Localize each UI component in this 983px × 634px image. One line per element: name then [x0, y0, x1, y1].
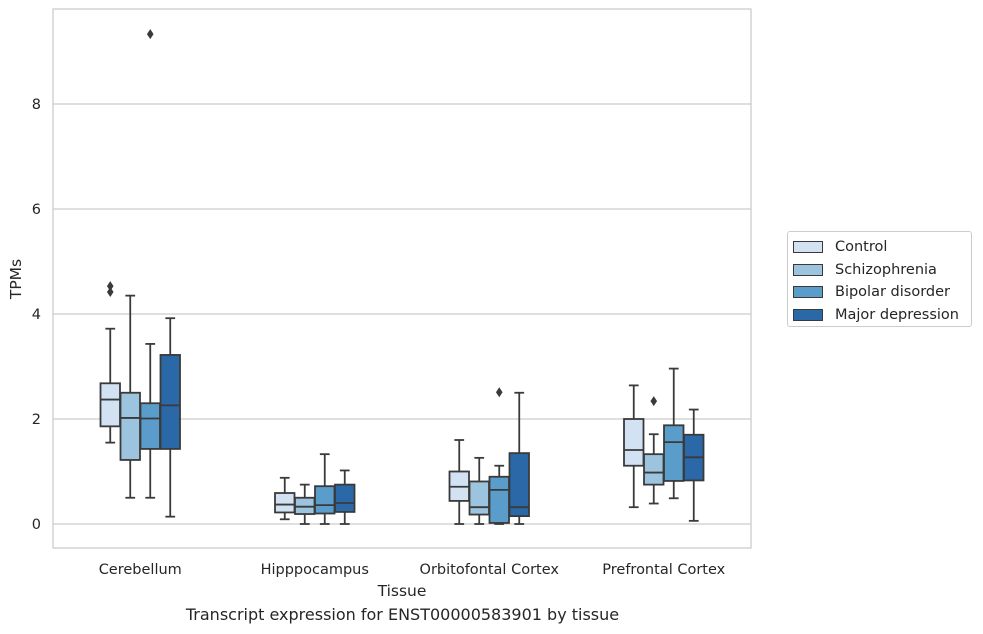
outlier-point [650, 396, 658, 407]
chart-caption: Transcript expression for ENST0000058390… [185, 605, 620, 624]
box [623, 418, 645, 467]
box [119, 391, 141, 461]
x-tick-label: Cerebellum [99, 562, 182, 578]
box [139, 402, 161, 450]
outlier-point [106, 281, 114, 292]
legend-swatch [793, 286, 823, 299]
x-axis-label: Tissue [377, 582, 427, 600]
legend-swatch [793, 263, 823, 276]
box [314, 485, 336, 515]
legend-item: Control [792, 236, 971, 259]
y-tick-label: 4 [32, 307, 41, 323]
outlier-point [106, 286, 114, 297]
box [99, 382, 121, 428]
box-marks [99, 29, 705, 525]
y-axis-ticks: 0 2 4 6 8 [32, 97, 41, 533]
legend-label: Schizophrenia [835, 261, 937, 278]
legend-label: Control [835, 239, 888, 256]
y-tick-label: 0 [32, 517, 41, 533]
y-tick-label: 8 [32, 97, 41, 113]
y-tick-label: 6 [32, 202, 41, 218]
legend-item: Schizophrenia [792, 259, 971, 282]
y-axis-label: TPMs [7, 259, 25, 300]
x-tick-label: Prefrontal Cortex [602, 562, 725, 578]
x-tick-label: Hipppocampus [261, 562, 369, 578]
legend-swatch [793, 241, 823, 254]
box [468, 480, 490, 516]
box [508, 452, 530, 518]
legend-item: Bipolar disorder [792, 281, 971, 304]
box [488, 475, 510, 524]
box [159, 354, 181, 450]
outlier-point [146, 29, 154, 40]
x-tick-label: Orbitofontal Cortex [420, 562, 560, 578]
box [643, 453, 665, 486]
legend-swatch [793, 308, 823, 321]
outlier-point [495, 387, 503, 398]
y-tick-label: 2 [32, 412, 41, 428]
box [663, 424, 685, 482]
plot-frame [52, 8, 752, 549]
legend-label: Bipolar disorder [835, 284, 950, 301]
legend: Control Schizophrenia Bipolar disorder Majo… [787, 231, 972, 327]
box [334, 483, 356, 513]
box [274, 492, 296, 514]
legend-label: Major depression [835, 306, 959, 323]
legend-item: Major depression [792, 304, 971, 327]
x-axis-ticks: Cerebellum Hipppocampus Orbitofontal Corte… [99, 562, 726, 578]
